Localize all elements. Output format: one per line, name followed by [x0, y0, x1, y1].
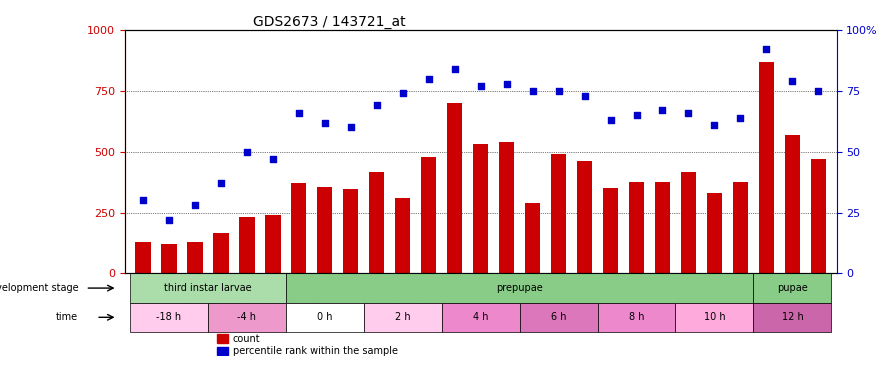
- Point: [239, 149, 254, 155]
- Text: count: count: [233, 334, 261, 344]
- Bar: [577, 162, 593, 273]
- FancyBboxPatch shape: [754, 303, 831, 332]
- Point: [578, 93, 592, 99]
- FancyBboxPatch shape: [130, 303, 207, 332]
- Point: [708, 122, 722, 128]
- Point: [629, 112, 643, 118]
- Point: [655, 107, 669, 113]
- Text: -18 h: -18 h: [157, 312, 182, 322]
- Bar: [135, 242, 150, 273]
- FancyBboxPatch shape: [441, 303, 520, 332]
- Point: [812, 88, 826, 94]
- Bar: [811, 159, 826, 273]
- Point: [448, 66, 462, 72]
- FancyBboxPatch shape: [130, 273, 286, 303]
- FancyBboxPatch shape: [754, 273, 831, 303]
- Bar: [187, 242, 203, 273]
- Point: [214, 180, 228, 186]
- Text: 6 h: 6 h: [551, 312, 566, 322]
- Bar: [551, 154, 566, 273]
- Text: 0 h: 0 h: [317, 312, 333, 322]
- FancyBboxPatch shape: [364, 303, 441, 332]
- Bar: [291, 183, 306, 273]
- Point: [162, 217, 176, 223]
- Text: pupae: pupae: [777, 283, 808, 293]
- Bar: [655, 182, 670, 273]
- Point: [682, 110, 696, 116]
- Bar: [161, 244, 176, 273]
- Bar: [395, 198, 410, 273]
- Point: [603, 117, 618, 123]
- Bar: [213, 233, 229, 273]
- Point: [785, 78, 799, 84]
- Point: [733, 115, 748, 121]
- Text: 4 h: 4 h: [473, 312, 489, 322]
- Point: [395, 90, 409, 96]
- FancyBboxPatch shape: [286, 273, 754, 303]
- Text: prepupae: prepupae: [497, 283, 543, 293]
- Point: [344, 124, 358, 130]
- Bar: [217, 346, 228, 355]
- Point: [422, 76, 436, 82]
- Point: [473, 83, 488, 89]
- FancyBboxPatch shape: [207, 303, 286, 332]
- Text: 2 h: 2 h: [395, 312, 410, 322]
- FancyBboxPatch shape: [520, 303, 597, 332]
- Point: [525, 88, 539, 94]
- Point: [318, 120, 332, 126]
- Bar: [785, 135, 800, 273]
- Point: [369, 102, 384, 108]
- Text: 10 h: 10 h: [704, 312, 725, 322]
- Bar: [368, 172, 384, 273]
- FancyBboxPatch shape: [676, 303, 754, 332]
- Bar: [758, 62, 774, 273]
- Point: [499, 81, 514, 87]
- Bar: [239, 217, 255, 273]
- Text: percentile rank within the sample: percentile rank within the sample: [233, 346, 398, 356]
- Bar: [421, 157, 436, 273]
- Bar: [732, 182, 748, 273]
- Bar: [498, 142, 514, 273]
- Bar: [473, 144, 489, 273]
- Text: GDS2673 / 143721_at: GDS2673 / 143721_at: [253, 15, 405, 29]
- FancyBboxPatch shape: [286, 303, 364, 332]
- Bar: [603, 188, 619, 273]
- Point: [292, 110, 306, 116]
- Text: third instar larvae: third instar larvae: [164, 283, 252, 293]
- Bar: [265, 215, 280, 273]
- Point: [759, 46, 773, 53]
- Bar: [681, 172, 696, 273]
- Bar: [707, 193, 723, 273]
- Bar: [343, 189, 359, 273]
- Text: development stage: development stage: [0, 283, 78, 293]
- Point: [188, 202, 202, 208]
- Text: -4 h: -4 h: [238, 312, 256, 322]
- Bar: [317, 187, 333, 273]
- Point: [135, 197, 150, 203]
- Bar: [447, 103, 463, 273]
- Text: 12 h: 12 h: [781, 312, 804, 322]
- FancyBboxPatch shape: [597, 303, 676, 332]
- Point: [552, 88, 566, 94]
- Point: [265, 156, 279, 162]
- Text: 8 h: 8 h: [628, 312, 644, 322]
- Text: time: time: [56, 312, 78, 322]
- Bar: [525, 203, 540, 273]
- Bar: [217, 334, 228, 343]
- Bar: [628, 182, 644, 273]
